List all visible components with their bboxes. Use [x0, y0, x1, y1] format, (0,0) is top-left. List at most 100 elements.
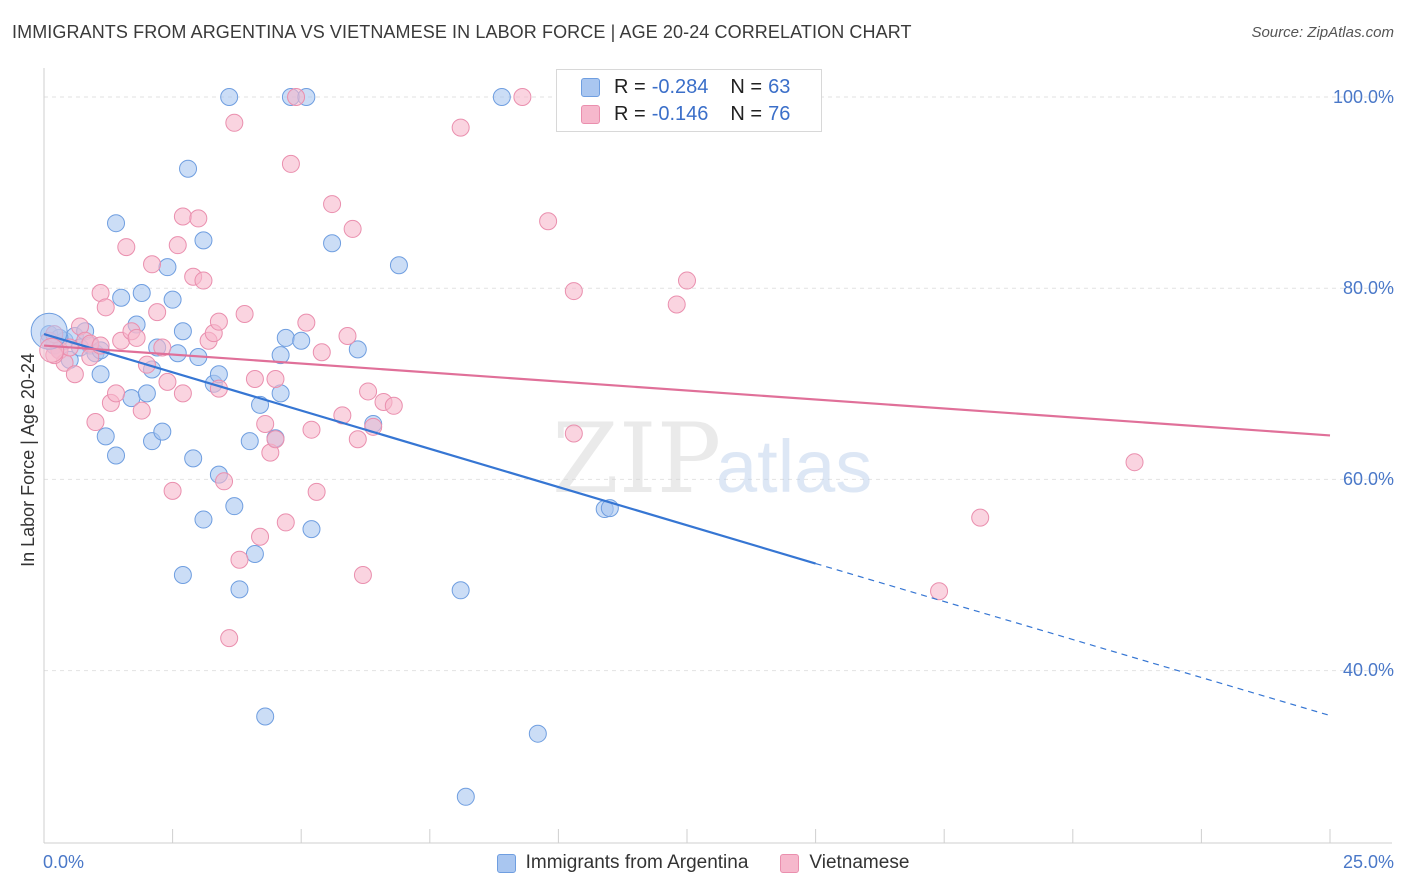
legend-swatch-vietnamese [780, 853, 800, 873]
point-vietnamese [384, 396, 403, 415]
point-argentina [194, 231, 213, 250]
legend-r-value: -0.146 [651, 102, 709, 125]
point-argentina [184, 449, 203, 468]
point-argentina [132, 283, 151, 302]
legend-item-argentina: Immigrants from Argentina [496, 852, 748, 874]
point-vietnamese [215, 472, 234, 491]
point-vietnamese [158, 372, 177, 391]
point-argentina [163, 290, 182, 309]
point-argentina [451, 581, 470, 600]
point-argentina [158, 258, 177, 277]
point-vietnamese [302, 420, 321, 439]
point-vietnamese [173, 207, 192, 226]
point-vietnamese [323, 195, 342, 214]
point-vietnamese [281, 154, 300, 173]
legend-r-value: -0.284 [651, 75, 709, 98]
point-vietnamese [117, 238, 136, 257]
point-vietnamese [539, 212, 558, 231]
point-argentina [173, 322, 192, 341]
point-vietnamese [451, 118, 470, 137]
legend-swatch-argentina [581, 77, 600, 97]
point-vietnamese [297, 313, 316, 332]
trend-lines [43, 333, 1331, 717]
x-tick-label: 25.0% [1342, 852, 1394, 872]
legend-swatch-vietnamese [581, 104, 600, 124]
point-vietnamese [230, 550, 249, 569]
point-vietnamese [225, 113, 244, 132]
point-argentina [492, 88, 511, 106]
y-tick-label: 100.0% [1332, 87, 1394, 107]
point-argentina [302, 520, 321, 539]
point-vietnamese [148, 303, 167, 322]
watermark-zip: ZIP [552, 403, 721, 515]
point-vietnamese [276, 513, 295, 532]
point-vietnamese [930, 582, 949, 601]
point-argentina [107, 214, 126, 233]
point-vietnamese [266, 430, 285, 449]
point-vietnamese [256, 414, 275, 433]
point-argentina [91, 365, 110, 384]
legend-swatch-argentina [496, 853, 516, 873]
point-argentina [225, 497, 244, 516]
point-vietnamese [513, 88, 532, 106]
point-argentina [112, 288, 131, 307]
point-argentina [194, 510, 213, 529]
grid-lines [44, 96, 1392, 672]
legend-n-label: N = [730, 102, 763, 125]
chart-title: IMMIGRANTS FROM ARGENTINA VS VIETNAMESE … [12, 22, 912, 42]
stats-legend: R = -0.284 N = 63 R = -0.146 N = 76 [556, 69, 822, 132]
point-vietnamese [132, 401, 151, 420]
point-vietnamese [39, 337, 65, 363]
point-argentina [276, 328, 295, 347]
legend-item-vietnamese: Vietnamese [780, 852, 909, 874]
point-vietnamese [287, 88, 306, 106]
point-vietnamese [343, 219, 362, 238]
point-vietnamese [86, 413, 105, 432]
point-argentina [271, 346, 290, 365]
legend-n-value: 76 [768, 102, 791, 125]
chart-source: Source: ZipAtlas.com [1251, 24, 1394, 41]
axes [43, 68, 1392, 844]
point-vietnamese [127, 328, 146, 347]
point-vietnamese [266, 370, 285, 389]
legend-r-label: R = [614, 102, 646, 125]
point-vietnamese [359, 382, 378, 401]
point-vietnamese [245, 370, 264, 389]
watermark: ZIP atlas [552, 403, 872, 515]
point-argentina [230, 580, 249, 599]
point-vietnamese [667, 295, 686, 314]
point-vietnamese [168, 236, 187, 255]
point-argentina [323, 234, 342, 253]
point-vietnamese [307, 482, 326, 501]
series-legend: Immigrants from Argentina Vietnamese [0, 852, 1406, 874]
point-vietnamese [209, 312, 228, 331]
point-argentina [256, 707, 275, 726]
point-vietnamese [235, 305, 254, 324]
legend-row-argentina: R = -0.284 N = 63 [581, 74, 790, 100]
y-axis-label: In Labor Force | Age 20-24 [18, 353, 38, 567]
legend-r-label: R = [614, 75, 646, 98]
point-vietnamese [348, 430, 367, 449]
point-argentina [240, 432, 259, 451]
point-vietnamese [564, 424, 583, 443]
point-vietnamese [153, 338, 172, 357]
point-argentina [153, 422, 172, 441]
point-argentina [168, 344, 187, 363]
point-vietnamese [107, 384, 126, 403]
legend-row-vietnamese: R = -0.146 N = 76 [581, 101, 790, 127]
point-vietnamese [312, 343, 331, 362]
point-vietnamese [65, 365, 84, 384]
point-vietnamese [251, 527, 270, 546]
legend-n-value: 63 [768, 75, 791, 98]
point-argentina [137, 384, 156, 403]
point-argentina [96, 427, 115, 446]
trend-line-vietnamese [43, 344, 1331, 437]
point-vietnamese [338, 327, 357, 345]
point-vietnamese [353, 566, 372, 584]
point-vietnamese [678, 271, 696, 290]
y-tick-label: 40.0% [1342, 660, 1394, 680]
point-vietnamese [173, 384, 192, 403]
point-argentina [292, 331, 311, 350]
point-argentina [173, 566, 192, 584]
point-vietnamese [96, 298, 115, 317]
